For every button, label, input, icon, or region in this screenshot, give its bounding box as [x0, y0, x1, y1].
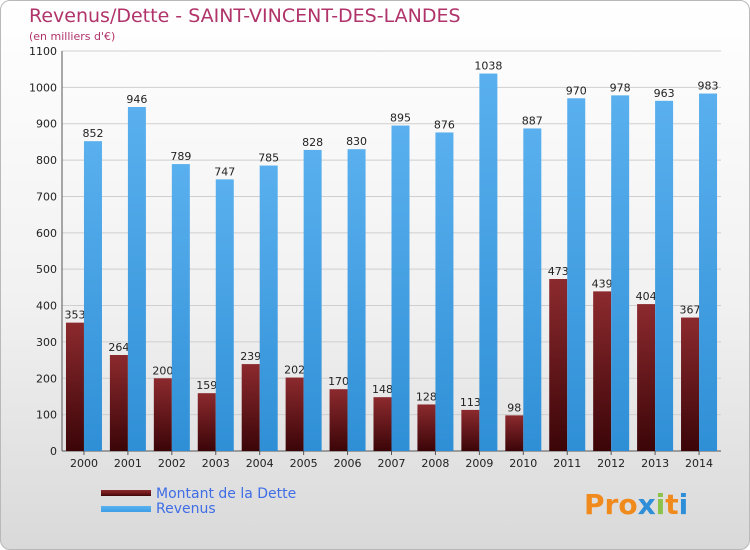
- data-label-dette: 404: [636, 290, 657, 303]
- data-label-dette: 128: [416, 390, 437, 403]
- data-label-revenus: 852: [82, 127, 103, 140]
- x-tick-label: 2004: [246, 457, 274, 470]
- data-label-revenus: 830: [346, 135, 367, 148]
- bar-revenus: [523, 128, 542, 452]
- bar-dette: [549, 279, 568, 451]
- legend-label-revenus: Revenus: [156, 501, 216, 517]
- legend-label-dette: Montant de la Dette: [156, 486, 297, 502]
- bar-revenus: [655, 100, 674, 452]
- data-label-dette: 473: [548, 265, 569, 278]
- bar-revenus: [567, 98, 586, 451]
- x-tick-label: 2010: [509, 457, 537, 470]
- data-label-revenus: 946: [126, 93, 147, 106]
- bar-revenus: [259, 165, 278, 451]
- bar-dette: [593, 291, 612, 451]
- bar-dette: [241, 364, 260, 451]
- data-label-revenus: 747: [214, 165, 235, 178]
- data-label-revenus: 983: [698, 80, 719, 93]
- y-tick-label: 400: [36, 300, 57, 313]
- x-tick-label: 2009: [465, 457, 493, 470]
- bar-dette: [65, 322, 84, 451]
- bar-revenus: [303, 149, 322, 451]
- bar-revenus: [127, 107, 146, 451]
- data-label-revenus: 963: [654, 87, 675, 100]
- x-tick-label: 2011: [553, 457, 581, 470]
- x-tick-label: 2014: [685, 457, 713, 470]
- bar-dette: [329, 389, 348, 451]
- y-tick-label: 900: [36, 118, 57, 131]
- chart-title: Revenus/Dette - SAINT-VINCENT-DES-LANDES: [29, 5, 461, 27]
- bar-revenus: [171, 164, 190, 451]
- data-label-dette: 439: [592, 277, 613, 290]
- data-label-revenus: 789: [170, 150, 191, 163]
- bar-dette: [417, 404, 436, 451]
- data-label-dette: 200: [152, 364, 173, 377]
- data-label-revenus: 876: [434, 118, 455, 131]
- bar-dette: [505, 415, 524, 451]
- bar-revenus: [435, 132, 454, 452]
- data-label-revenus: 978: [610, 81, 631, 94]
- y-tick-label: 1000: [29, 81, 57, 94]
- data-label-dette: 367: [680, 304, 701, 317]
- data-label-revenus: 828: [302, 136, 323, 149]
- x-tick-label: 2012: [597, 457, 625, 470]
- bar-dette: [109, 355, 128, 451]
- y-tick-label: 300: [36, 336, 57, 349]
- y-tick-label: 200: [36, 372, 57, 385]
- x-tick-label: 2006: [334, 457, 362, 470]
- legend-swatch-dette: [101, 490, 151, 496]
- data-label-dette: 239: [240, 350, 261, 363]
- x-tick-label: 2001: [114, 457, 142, 470]
- bar-dette: [153, 378, 172, 451]
- legend-swatch-revenus: [101, 506, 151, 512]
- bar-revenus: [479, 73, 498, 451]
- bar-dette: [197, 393, 216, 451]
- x-tick-label: 2008: [421, 457, 449, 470]
- bar-revenus: [347, 149, 366, 451]
- x-tick-label: 2002: [158, 457, 186, 470]
- data-label-dette: 159: [196, 379, 217, 392]
- data-label-revenus: 970: [566, 84, 587, 97]
- x-tick-label: 2013: [641, 457, 669, 470]
- data-label-dette: 170: [328, 375, 349, 388]
- bar-revenus: [83, 141, 102, 451]
- x-tick-label: 2005: [290, 457, 318, 470]
- proxiti-logo: Proxiti: [584, 488, 689, 521]
- data-label-dette: 264: [108, 341, 129, 354]
- bar-revenus: [215, 179, 234, 451]
- y-tick-label: 600: [36, 227, 57, 240]
- chart-subtitle: (en milliers d'€): [29, 30, 116, 43]
- data-label-dette: 353: [64, 309, 85, 322]
- bar-dette: [681, 317, 700, 451]
- y-tick-label: 0: [50, 445, 57, 458]
- y-tick-label: 100: [36, 409, 57, 422]
- x-tick-label: 2000: [70, 457, 98, 470]
- x-tick-label: 2007: [378, 457, 406, 470]
- data-label-dette: 148: [372, 383, 393, 396]
- data-label-revenus: 785: [258, 152, 279, 165]
- bar-revenus: [391, 125, 410, 451]
- y-tick-label: 500: [36, 263, 57, 276]
- x-tick-label: 2003: [202, 457, 230, 470]
- y-tick-label: 800: [36, 154, 57, 167]
- data-label-dette: 202: [284, 364, 305, 377]
- data-label-dette: 98: [507, 401, 521, 414]
- bar-dette: [461, 409, 480, 451]
- data-label-revenus: 887: [522, 114, 543, 127]
- y-tick-label: 1100: [29, 45, 57, 58]
- bar-revenus: [611, 95, 630, 451]
- bar-dette: [285, 377, 304, 451]
- bar-dette: [373, 397, 392, 451]
- data-label-dette: 113: [460, 396, 481, 409]
- data-label-revenus: 1038: [474, 60, 502, 73]
- bar-revenus: [699, 93, 718, 451]
- bar-dette: [637, 304, 656, 451]
- data-label-revenus: 895: [390, 112, 411, 125]
- y-tick-label: 700: [36, 190, 57, 203]
